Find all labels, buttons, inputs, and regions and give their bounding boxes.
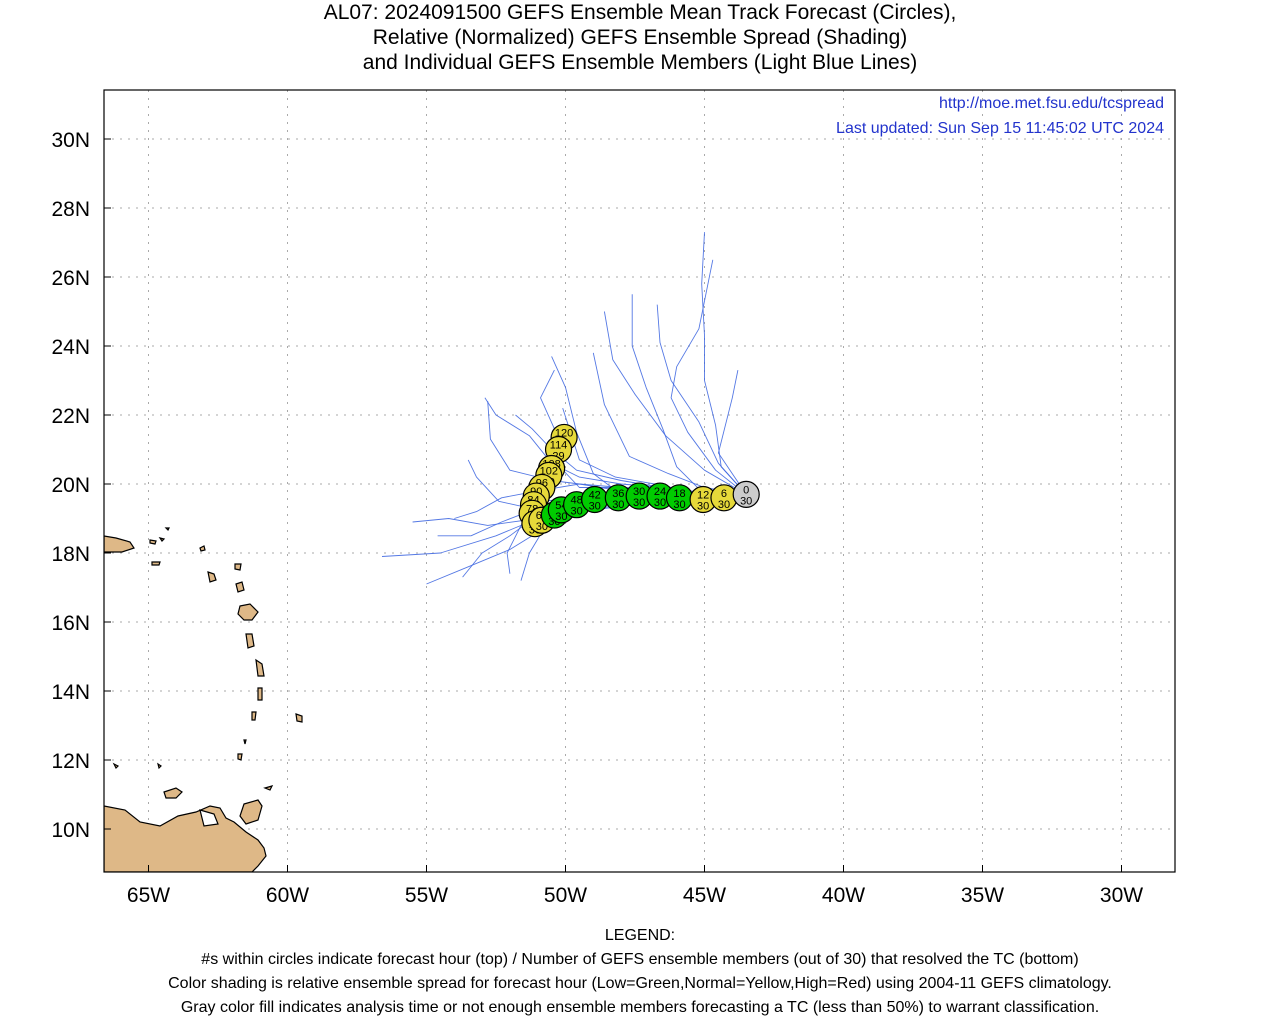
member-count-label: 30 bbox=[633, 497, 645, 509]
lon-tick-label: 40W bbox=[822, 884, 865, 907]
credit-updated: Last updated: Sun Sep 15 11:45:02 UTC 20… bbox=[836, 120, 1164, 137]
lat-tick-label: 24N bbox=[51, 336, 90, 359]
grenadines-island bbox=[251, 711, 257, 721]
member-count-label: 30 bbox=[654, 497, 666, 509]
axis-ticks: 65W 60W 55W 50W 45W 40W 35W 30W 10N 12N 14N 16N 18N 2… bbox=[51, 129, 1143, 907]
virgin-islands bbox=[149, 539, 157, 545]
forecast-hour-label: 12 bbox=[697, 490, 709, 502]
map-title: AL07: 2024091500 GEFS Ensemble Mean Trac… bbox=[0, 0, 1280, 75]
member-count-label: 30 bbox=[589, 501, 601, 513]
member-track-line bbox=[592, 352, 747, 495]
member-count-label: 30 bbox=[673, 499, 685, 511]
anguilla-island bbox=[164, 527, 170, 532]
lon-tick-label: 45W bbox=[683, 884, 726, 907]
member-count-label: 30 bbox=[570, 506, 582, 518]
member-track-line bbox=[717, 370, 747, 495]
aruba-island bbox=[112, 762, 120, 770]
forecast-hour-label: 18 bbox=[673, 488, 685, 500]
legend-header: LEGEND: bbox=[604, 927, 676, 944]
lat-tick-label: 26N bbox=[51, 267, 90, 290]
antigua-island bbox=[234, 563, 242, 571]
lat-tick-label: 22N bbox=[51, 405, 90, 428]
member-track-line bbox=[656, 304, 747, 495]
forecast-circle-shape bbox=[732, 480, 760, 508]
lat-tick-label: 10N bbox=[51, 819, 90, 842]
dominica-island bbox=[237, 603, 259, 621]
lon-tick-label: 30W bbox=[1100, 884, 1143, 907]
st-lucia-island bbox=[255, 658, 265, 677]
grenada-island bbox=[243, 739, 247, 745]
tobago-island bbox=[263, 785, 274, 791]
member-count-label: 30 bbox=[555, 511, 567, 523]
coast-inlet bbox=[199, 809, 219, 827]
lat-tick-label: 18N bbox=[51, 543, 90, 566]
lon-tick-label: 35W bbox=[961, 884, 1004, 907]
st-vincent-island bbox=[257, 687, 263, 701]
forecast-hour-label: 30 bbox=[633, 486, 645, 498]
lat-tick-label: 12N bbox=[51, 750, 90, 773]
forecast-hour-label: 6 bbox=[721, 488, 727, 500]
bonaire-island bbox=[157, 762, 162, 770]
member-track-line bbox=[603, 311, 747, 495]
st-kitts-island bbox=[199, 545, 206, 552]
st-croix-island bbox=[151, 561, 161, 566]
lon-tick-label: 50W bbox=[544, 884, 587, 907]
member-count-label: 30 bbox=[612, 499, 624, 511]
trinidad-island bbox=[239, 799, 263, 825]
barbados-island bbox=[295, 713, 303, 723]
margarita-island bbox=[163, 787, 183, 799]
lat-tick-label: 14N bbox=[51, 681, 90, 704]
forecast-hour-label: 42 bbox=[589, 490, 601, 502]
member-count-label: 30 bbox=[718, 499, 730, 511]
forecast-circle: 030 bbox=[732, 480, 760, 508]
legend-line-3: Gray color fill indicates analysis time … bbox=[180, 999, 1100, 1016]
forecast-hour-label: 36 bbox=[612, 488, 624, 500]
lat-tick-label: 20N bbox=[51, 474, 90, 497]
title-line-1: AL07: 2024091500 GEFS Ensemble Mean Trac… bbox=[323, 1, 957, 24]
martinique-island bbox=[245, 633, 255, 649]
mean-track-circles: 1202611429108301023096309030843078307230… bbox=[518, 423, 760, 538]
lat-tick-label: 30N bbox=[51, 129, 90, 152]
lon-tick-label: 60W bbox=[266, 884, 309, 907]
forecast-hour-label: 0 bbox=[743, 484, 749, 496]
legend-line-1: #s within circles indicate forecast hour… bbox=[201, 951, 1079, 968]
lon-tick-label: 55W bbox=[405, 884, 448, 907]
land-masses bbox=[104, 527, 303, 872]
forecast-hour-label: 24 bbox=[654, 486, 666, 498]
guadeloupe-island bbox=[235, 581, 245, 593]
virgin-islands-2 bbox=[158, 537, 166, 542]
legend-line-2: Color shading is relative ensemble sprea… bbox=[168, 975, 1112, 992]
legend: LEGEND: #s within circles indicate forec… bbox=[0, 924, 1280, 1020]
title-line-2: Relative (Normalized) GEFS Ensemble Spre… bbox=[372, 26, 908, 49]
member-track-line bbox=[670, 259, 747, 495]
forecast-hour-label: 48 bbox=[570, 495, 582, 507]
south-america-coast bbox=[104, 805, 267, 872]
lon-tick-label: 65W bbox=[127, 884, 170, 907]
member-count-label: 30 bbox=[697, 501, 709, 513]
lat-tick-label: 28N bbox=[51, 198, 90, 221]
forecast-hour-label: 114 bbox=[550, 440, 568, 452]
montserrat-island bbox=[207, 571, 217, 583]
credit-url[interactable]: http://moe.met.fsu.edu/tcspread bbox=[939, 95, 1164, 112]
plot-frame bbox=[103, 89, 1176, 873]
member-count-label: 30 bbox=[740, 495, 752, 507]
puerto-rico-edge bbox=[104, 535, 135, 553]
grenada-island-2 bbox=[237, 753, 243, 761]
lat-tick-label: 16N bbox=[51, 612, 90, 635]
forecast-circle: 630 bbox=[710, 484, 738, 512]
title-line-3: and Individual GEFS Ensemble Members (Li… bbox=[362, 51, 918, 74]
